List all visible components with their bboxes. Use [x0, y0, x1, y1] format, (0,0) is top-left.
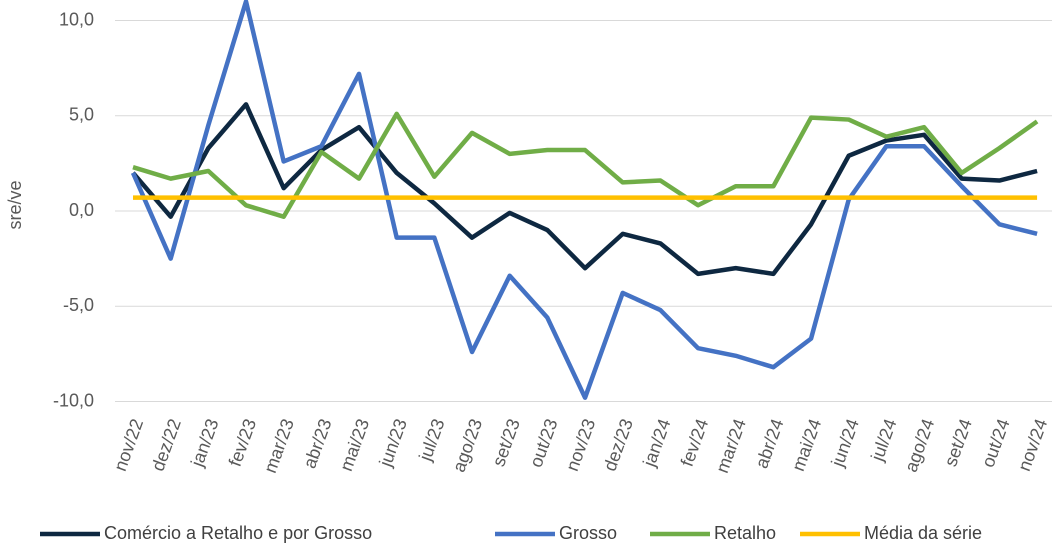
y-tick-label: -10,0 — [53, 390, 94, 410]
x-tick-label: mai/24 — [788, 416, 825, 474]
x-tick-label: mai/23 — [336, 416, 373, 474]
x-tick-label: ago/23 — [449, 416, 487, 475]
series-line — [131, 102, 1038, 277]
x-tick-label: jun/24 — [827, 416, 863, 470]
x-tick-label: abr/24 — [751, 416, 787, 471]
x-tick-label: set/23 — [488, 416, 524, 469]
x-tick-label: dez/23 — [600, 416, 637, 474]
legend-label: Grosso — [559, 523, 617, 543]
x-tick-label: mar/24 — [712, 416, 750, 475]
x-tick-label: dez/22 — [148, 416, 185, 474]
x-tick-label: mar/23 — [260, 416, 298, 475]
x-tick-label: nov/23 — [562, 416, 599, 474]
y-tick-label: 5,0 — [69, 105, 94, 125]
legend-label: Retalho — [714, 523, 776, 543]
x-tick-label: nov/22 — [110, 416, 147, 474]
series-line — [130, 0, 1038, 400]
x-tick-label: jan/24 — [639, 416, 675, 470]
legend: Comércio a Retalho e por Grosso Grosso Ret… — [40, 523, 982, 543]
x-tick-label: set/24 — [940, 416, 976, 469]
x-tick-label: jan/23 — [187, 416, 223, 470]
y-tick-label: -5,0 — [63, 295, 94, 315]
x-tick-label: out/24 — [978, 416, 1014, 470]
x-tick-label: fev/23 — [225, 416, 261, 469]
x-tick-label: abr/23 — [299, 416, 335, 471]
series-line — [132, 111, 1039, 219]
x-tick-label: nov/24 — [1014, 416, 1051, 474]
y-axis-label: sre/ve — [5, 180, 25, 229]
x-tick-label: jul/24 — [867, 416, 901, 464]
legend-label: Média da série — [864, 523, 982, 543]
y-tick-label: 0,0 — [69, 200, 94, 220]
x-tick-label: out/23 — [526, 416, 562, 470]
x-tick-label: ago/24 — [901, 416, 939, 475]
x-tick-label: jul/23 — [415, 416, 449, 464]
legend-label: Comércio a Retalho e por Grosso — [104, 523, 372, 543]
y-tick-label: 10,0 — [59, 9, 94, 29]
x-tick-label: fev/24 — [677, 416, 713, 469]
x-tick-label: jun/23 — [375, 416, 411, 470]
